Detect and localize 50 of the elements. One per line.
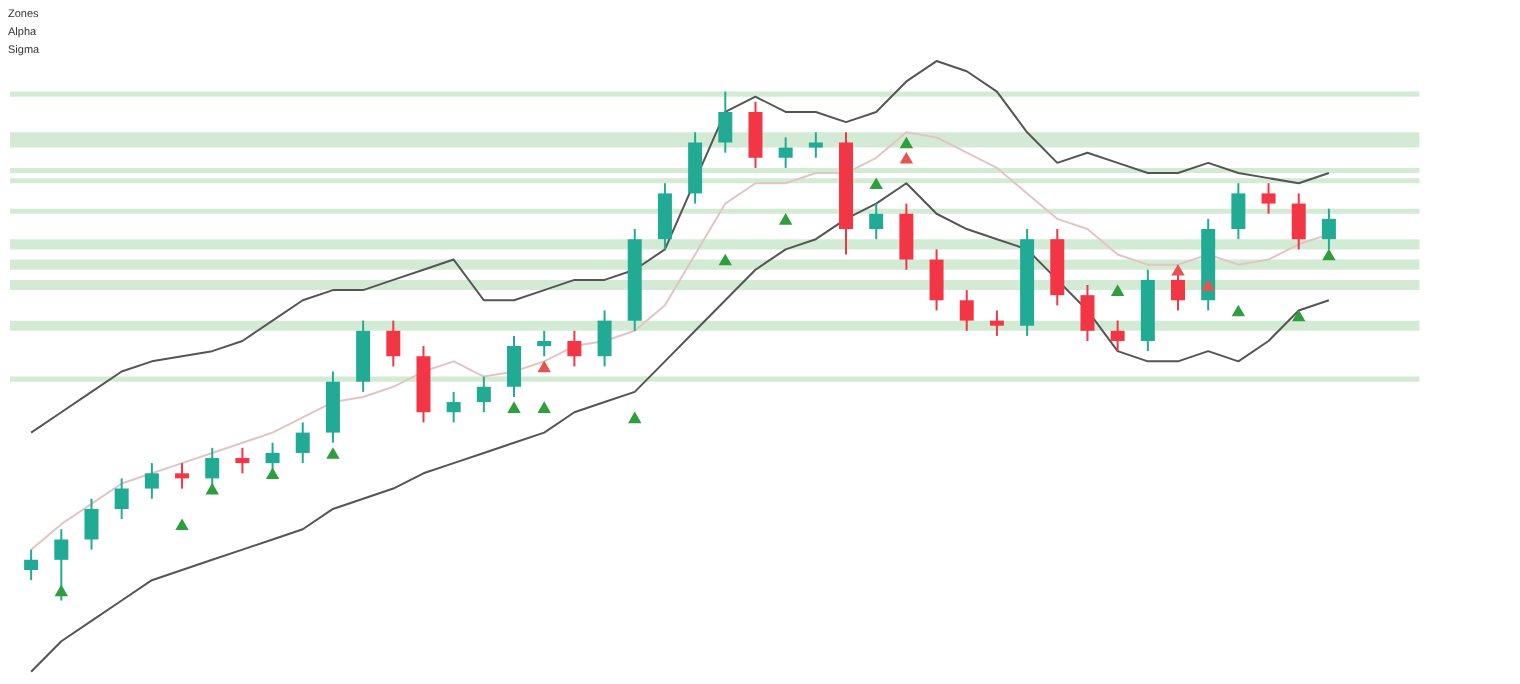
candlestick [295,421,310,465]
point [899,151,914,164]
point [1322,248,1336,261]
point [1201,279,1215,291]
candlestick [959,289,974,332]
candlestick [537,329,552,358]
candlestick [1080,284,1095,342]
candlestick [54,528,69,602]
candlestick [1291,192,1306,251]
point [869,177,883,190]
candlestick [1110,319,1125,353]
point [537,360,551,373]
candlestick [718,90,733,154]
candlestick [1261,182,1276,215]
candlestick [446,390,461,424]
candlestick [657,182,672,251]
candlestick [597,309,612,368]
candlestick [929,248,944,312]
point [175,518,189,531]
candlestick [899,202,914,271]
candlestick [24,548,39,582]
candlestick [235,446,250,475]
point [1110,284,1125,296]
point [899,136,914,149]
candlestick [84,497,99,551]
point [537,401,551,413]
candlestick [869,202,884,241]
point [326,447,340,459]
candlestick [778,136,793,169]
candlestick [144,462,159,500]
candlestick [114,477,129,521]
candlestick [808,131,823,159]
point [265,467,280,480]
candlestick [748,100,763,169]
candlestick [989,309,1004,337]
candlestick [507,334,522,398]
candlestick [175,462,190,490]
point [205,482,219,495]
candlestick [386,319,401,368]
candlestick [476,375,491,414]
point [1231,304,1246,317]
point [1171,263,1185,276]
point [628,411,642,424]
candlestick [1231,182,1246,241]
candlestick [567,329,582,368]
point [778,213,793,225]
point [1292,309,1306,322]
point [718,253,732,266]
point [507,401,521,413]
point [54,584,69,597]
